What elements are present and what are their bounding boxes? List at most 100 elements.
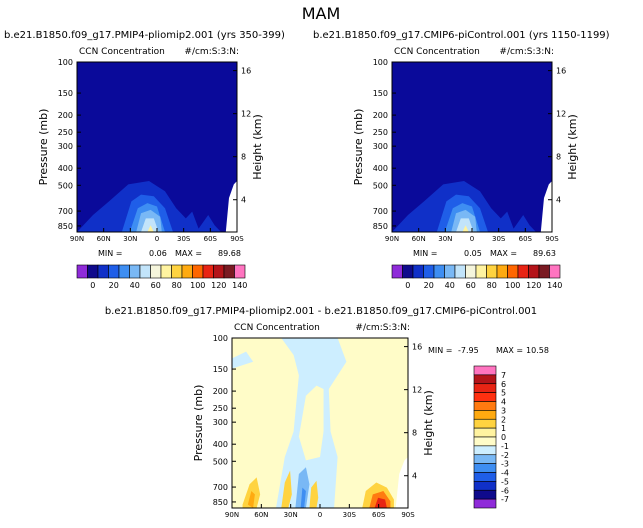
colorbar-swatch — [473, 498, 497, 509]
masked-terrain — [540, 181, 552, 232]
colorbar-swatch — [517, 264, 529, 279]
x-tick-label: 0 — [470, 235, 474, 243]
units-label: #/cm:S:3:N: — [499, 47, 554, 57]
colorbar-swatch — [473, 445, 497, 456]
x-tick-label: 90N — [385, 235, 399, 243]
contour-field — [77, 62, 237, 232]
y-tick-label: 300 — [58, 142, 73, 151]
y-tick-label: 250 — [373, 128, 388, 137]
y2-tick-label: 12 — [556, 110, 566, 119]
figure-title: MAM — [302, 4, 341, 23]
colorbar-swatch — [473, 365, 497, 376]
y2-tick-label: 16 — [241, 67, 251, 76]
colorbar-swatch — [473, 383, 497, 393]
colorbar-label: 140 — [232, 281, 247, 290]
x-tick-label: 90N — [225, 511, 239, 519]
y-tick-label: 200 — [213, 387, 228, 396]
y-tick-label: 850 — [213, 498, 228, 507]
y-tick-label: 150 — [213, 365, 228, 374]
max-value: 10.58 — [526, 346, 549, 355]
x-tick-label: 30N — [284, 511, 298, 519]
y2-tick-label: 16 — [412, 343, 422, 352]
x-tick-label: 0 — [155, 235, 159, 243]
colorbar-swatch — [76, 264, 88, 279]
max-label: MAX = — [490, 249, 517, 258]
y-tick-label: 500 — [213, 457, 228, 466]
colorbar-label: 1 — [501, 424, 506, 433]
min-label: MIN = — [413, 249, 438, 258]
colorbar-swatch — [475, 264, 487, 279]
colorbar-label: 20 — [109, 281, 119, 290]
colorbar-swatch — [402, 264, 414, 279]
colorbar-label: 80 — [172, 281, 182, 290]
colorbar-label: 2 — [501, 415, 506, 424]
colorbar-swatch — [473, 418, 497, 429]
masked-terrain — [395, 457, 408, 508]
y-tick-label: 100 — [373, 58, 388, 67]
x-tick-label: 60N — [254, 511, 268, 519]
colorbar-swatch — [473, 374, 497, 385]
colorbar-label: 140 — [547, 281, 562, 290]
y-tick-label: 400 — [373, 164, 388, 173]
x-tick-label: 0 — [318, 511, 322, 519]
x-tick-label: 30N — [123, 235, 137, 243]
colorbar-label: -4 — [501, 469, 509, 478]
x-tick-label: 60S — [204, 235, 218, 243]
colorbar-swatch — [97, 264, 109, 279]
colorbar-swatch — [234, 264, 246, 279]
x-tick-label: 90S — [230, 235, 244, 243]
panel-title: b.e21.B1850.f09_g17.PMIP4-pliomip2.001 -… — [105, 306, 537, 317]
y-tick-label: 200 — [373, 111, 388, 120]
positive-patch — [374, 497, 387, 508]
plots-layer: b.e21.B1850.f09_g17.PMIP4-pliomip2.001 (… — [4, 30, 610, 519]
colorbar-label: 5 — [501, 389, 506, 398]
colorbar-swatch — [444, 264, 456, 279]
colorbar-swatch — [412, 264, 424, 279]
colorbar-label: 3 — [501, 406, 506, 415]
colorbar-label: 60 — [151, 281, 161, 290]
colorbar-swatch — [118, 264, 130, 279]
colorbar-swatch — [454, 264, 466, 279]
colorbar-label: 40 — [445, 281, 455, 290]
colorbar-swatch — [129, 264, 141, 279]
contour-band-4 — [456, 218, 474, 232]
min-label: MIN = — [428, 346, 453, 355]
panel-3: b.e21.B1850.f09_g17.PMIP4-pliomip2.001 -… — [105, 306, 549, 519]
y2-tick-label: 8 — [412, 429, 417, 438]
colorbar-swatch — [473, 410, 497, 420]
y-tick-label: 300 — [213, 418, 228, 427]
y-tick-label: 100 — [58, 58, 73, 67]
y2-tick-label: 8 — [556, 153, 561, 162]
colorbar-swatch — [473, 472, 497, 482]
y-tick-label: 500 — [373, 181, 388, 190]
x-tick-label: 60S — [519, 235, 533, 243]
panel-1: b.e21.B1850.f09_g17.PMIP4-pliomip2.001 (… — [4, 30, 285, 290]
units-label: #/cm:S:3:N: — [355, 323, 410, 333]
y-tick-label: 500 — [58, 181, 73, 190]
max-value: 89.63 — [533, 249, 556, 258]
max-value: 89.68 — [218, 249, 241, 258]
panel-title: b.e21.B1850.f09_g17.PMIP4-pliomip2.001 (… — [4, 30, 285, 41]
colorbar-label: -5 — [501, 477, 509, 486]
y-tick-label: 300 — [373, 142, 388, 151]
contour-field — [232, 338, 408, 508]
y-axis-label: Pressure (mb) — [192, 385, 205, 462]
x-tick-label: 30S — [492, 235, 506, 243]
y2-axis-label: Height (km) — [251, 114, 264, 180]
contour-band-5 — [462, 225, 469, 232]
colorbar-swatch — [87, 264, 99, 279]
colorbar-label: 0 — [405, 281, 410, 290]
y2-tick-label: 4 — [241, 196, 246, 205]
y-tick-label: 400 — [213, 440, 228, 449]
y-tick-label: 100 — [213, 334, 228, 343]
colorbar-label: 120 — [211, 281, 226, 290]
colorbar-label: 20 — [424, 281, 434, 290]
colorbar-swatch — [473, 463, 497, 473]
colorbar-swatch — [139, 264, 151, 279]
colorbar-swatch — [473, 454, 497, 464]
negative-patch — [300, 487, 306, 508]
y-tick-label: 250 — [58, 128, 73, 137]
x-tick-label: 30S — [343, 511, 357, 519]
colorbar-label: 120 — [526, 281, 541, 290]
